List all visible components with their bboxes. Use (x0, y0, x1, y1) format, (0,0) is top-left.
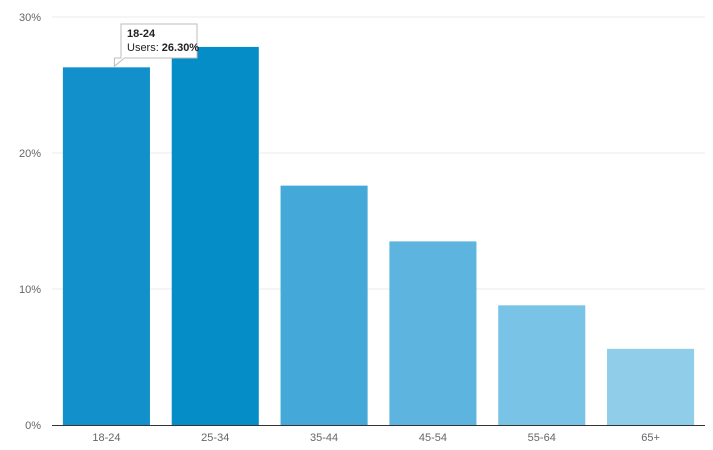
y-tick-label: 10% (19, 284, 41, 296)
bars (62, 46, 695, 426)
tooltip-value: 26.30% (162, 42, 200, 54)
tooltip: 18-24 Users: 26.30% (113, 23, 199, 68)
x-tick-label: 25-34 (201, 432, 229, 444)
x-tick-label: 55-64 (528, 432, 556, 444)
x-tick-label: 18-24 (92, 432, 120, 444)
tooltip-category: 18-24 (127, 28, 156, 40)
y-tick-label: 20% (19, 148, 41, 160)
x-tick-label: 65+ (641, 432, 660, 444)
y-tick-labels: 0% 10% 20% 30% (19, 12, 41, 432)
bar-18-24[interactable] (62, 67, 150, 425)
bar-45-54[interactable] (389, 241, 477, 425)
y-tick-label: 30% (19, 12, 41, 24)
tooltip-box (113, 23, 198, 68)
bar-35-44[interactable] (280, 185, 368, 425)
bar-65+[interactable] (607, 348, 695, 425)
grid-lines (52, 16, 705, 290)
y-tick-label: 0% (25, 420, 41, 432)
x-tick-labels: 18-24 25-34 35-44 45-54 55-64 65+ (92, 432, 660, 444)
tooltip-series-label: Users: (127, 42, 159, 54)
x-tick-label: 45-54 (419, 432, 447, 444)
tooltip-value-line: Users: 26.30% (127, 42, 199, 54)
bar-25-34[interactable] (171, 46, 259, 426)
bar-55-64[interactable] (498, 305, 586, 425)
x-tick-label: 35-44 (310, 432, 338, 444)
